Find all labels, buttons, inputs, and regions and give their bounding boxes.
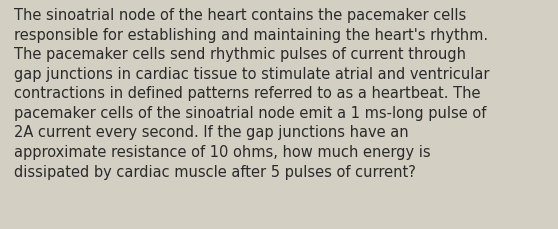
- Text: The sinoatrial node of the heart contains the pacemaker cells
responsible for es: The sinoatrial node of the heart contain…: [14, 8, 489, 179]
